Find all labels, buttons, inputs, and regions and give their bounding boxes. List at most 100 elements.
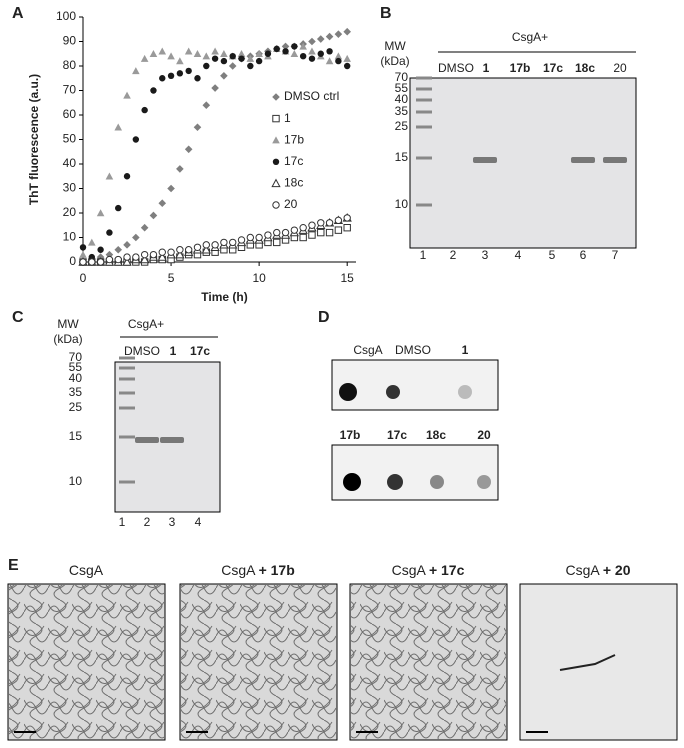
ladder-band [119, 377, 135, 381]
group-label: CsgA+ [128, 317, 164, 331]
lane-header: 20 [613, 61, 627, 75]
mw-marker: 15 [69, 429, 83, 443]
ladder-band [119, 480, 135, 484]
point [220, 49, 228, 57]
y-tick-label: 70 [63, 83, 77, 97]
point [334, 52, 343, 60]
lane-number: 1 [119, 515, 126, 529]
point [140, 254, 150, 264]
point [158, 199, 167, 207]
legend-label: DMSO ctrl [284, 89, 339, 103]
image-title-base: CsgA [221, 562, 256, 578]
point [255, 57, 263, 65]
lane-number: 5 [549, 248, 556, 262]
image-title-base: CsgA [392, 562, 427, 578]
point [105, 255, 114, 264]
point [317, 219, 325, 227]
mw-title: MW [384, 39, 406, 53]
point [334, 30, 343, 38]
ladder-band [416, 76, 432, 80]
lane-header: 17b [510, 61, 531, 75]
protein-band [571, 157, 595, 163]
point [308, 47, 316, 55]
dot [430, 475, 444, 489]
legend-marker [272, 158, 280, 165]
ladder-band [119, 406, 135, 410]
point [317, 50, 324, 57]
point [203, 62, 210, 70]
point [114, 255, 122, 264]
image-title: CsgA + 17b [221, 562, 295, 578]
point [308, 55, 316, 62]
point [246, 54, 255, 62]
point [229, 53, 236, 60]
image-title: CsgA + 20 [566, 562, 631, 578]
y-tick-label: 80 [63, 58, 77, 72]
point [281, 228, 290, 237]
point [159, 75, 166, 82]
point [273, 228, 281, 237]
point [255, 49, 263, 57]
dot [458, 385, 472, 399]
point [140, 54, 149, 62]
point [140, 223, 149, 232]
point [176, 57, 184, 65]
point [114, 123, 123, 131]
point [184, 47, 193, 55]
point [335, 57, 342, 65]
legend-label: 20 [284, 197, 298, 211]
dot [477, 475, 491, 489]
point [158, 248, 166, 256]
gel [409, 77, 637, 249]
legend-label: 17b [284, 132, 304, 146]
point [247, 62, 254, 70]
legend-label: 17c [284, 154, 303, 168]
ladder-band [119, 356, 135, 360]
lane-header: 17c [543, 61, 563, 75]
point [96, 258, 105, 266]
protein-band [160, 437, 184, 443]
panel-label: A [12, 5, 24, 22]
mw-unit: (kDa) [380, 54, 409, 68]
point [202, 241, 210, 249]
point [114, 245, 123, 254]
mw-marker: 15 [395, 150, 409, 164]
point [343, 54, 351, 62]
point [184, 246, 193, 254]
dot-label: 18c [426, 428, 446, 442]
point [105, 172, 114, 180]
lane-header: 1 [170, 344, 177, 358]
dot [339, 383, 357, 401]
point [291, 43, 298, 50]
point [132, 233, 140, 242]
dot-blot [331, 444, 499, 501]
point [79, 244, 87, 251]
mw-marker: 10 [395, 197, 409, 211]
x-tick-label: 15 [341, 271, 355, 285]
ladder-band [416, 203, 432, 207]
dot-label: 17c [387, 428, 407, 442]
x-tick-label: 10 [252, 271, 266, 285]
fibrils [9, 585, 164, 739]
dot-label: DMSO [395, 343, 431, 357]
protein-band [603, 157, 627, 163]
dot-label: 1 [462, 343, 469, 357]
point [325, 228, 334, 237]
point [237, 49, 246, 57]
ladder-band [119, 435, 135, 439]
panel-label: C [12, 309, 24, 326]
point [202, 52, 211, 60]
point [132, 67, 140, 75]
y-tick-label: 20 [63, 205, 77, 219]
lane-header: 18c [575, 61, 595, 75]
point [149, 211, 158, 220]
ladder-band [416, 125, 432, 129]
point [158, 47, 167, 55]
lane-header: DMSO [438, 61, 474, 75]
legend-marker [272, 201, 280, 209]
legend-marker [272, 136, 280, 144]
point [325, 32, 334, 41]
point [176, 246, 184, 254]
point [255, 233, 263, 242]
point [115, 204, 122, 212]
